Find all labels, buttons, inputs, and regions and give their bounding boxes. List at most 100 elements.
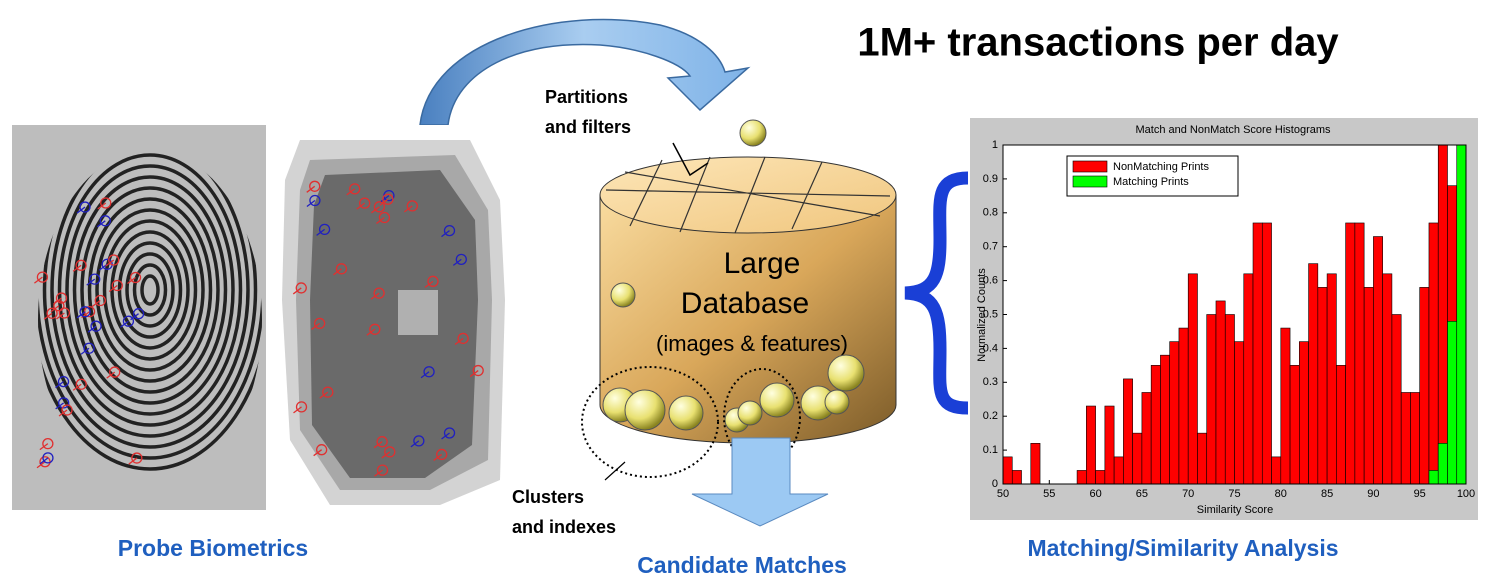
x-tick-label: 75 [1228,488,1240,500]
bar [1272,457,1281,484]
bar [1142,392,1151,484]
bar [1429,223,1438,484]
bar [1225,315,1234,485]
bar [1318,287,1327,484]
bar [1447,321,1456,484]
y-tick-label: 0.9 [983,173,998,185]
x-tick-label: 60 [1089,488,1101,500]
bar [1373,237,1382,484]
record [740,120,766,146]
bar [1253,223,1262,484]
brace [905,178,968,408]
db-label: (images & features) [656,331,848,356]
db-label: Database [681,287,809,320]
bar [1392,315,1401,485]
y-tick-label: 0 [992,478,998,490]
label: Clusters [512,487,584,507]
y-tick-label: 0.8 [983,207,998,219]
caption: Probe Biometrics [118,535,308,561]
bar [1123,379,1132,484]
bar [1457,145,1466,484]
legend-swatch [1073,176,1107,187]
db-label: Large [724,247,801,280]
bar [1096,470,1105,484]
x-tick-label: 70 [1182,488,1194,500]
bar [1003,457,1012,484]
bar [1235,342,1244,484]
bar [1336,365,1345,484]
y-tick-label: 0.7 [983,241,998,253]
label: and filters [545,117,631,137]
record [611,283,635,307]
y-tick-label: 0.6 [983,275,998,287]
x-tick-label: 100 [1457,488,1475,500]
page: {"title": "1M+ transactions per day", "l… [0,0,1489,580]
chart-title: Match and NonMatch Score Histograms [1135,124,1331,136]
caption: Candidate Matches [637,552,847,578]
record [669,396,703,430]
x-tick-label: 95 [1414,488,1426,500]
x-axis-label: Similarity Score [1197,504,1273,516]
bar [1114,457,1123,484]
bar [1429,470,1438,484]
bar [1133,433,1142,484]
y-tick-label: 0.1 [983,444,998,456]
bar [1355,223,1364,484]
y-tick-label: 0.4 [983,342,998,354]
bar [1170,342,1179,484]
bar [1216,301,1225,484]
probe-images [12,111,520,510]
bar [1160,355,1169,484]
y-tick-label: 0.5 [983,308,998,320]
bar [1327,274,1336,484]
record [825,390,849,414]
flow-arrow [420,20,748,125]
bar [1179,328,1188,484]
legend-swatch [1073,161,1107,172]
bar [1438,145,1447,484]
bar [1077,470,1086,484]
bar [1383,274,1392,484]
legend-label: NonMatching Prints [1113,161,1209,173]
bar [1364,287,1373,484]
x-tick-label: 55 [1043,488,1055,500]
label: and indexes [512,517,616,537]
x-tick-label: 80 [1275,488,1287,500]
bar [1086,406,1095,484]
caption: Matching/Similarity Analysis [1027,535,1338,561]
x-tick-label: 65 [1136,488,1148,500]
bar [1290,365,1299,484]
histogram: Match and NonMatch Score Histograms Simi… [970,118,1478,520]
label: Partitions [545,87,628,107]
bar [1197,433,1206,484]
bar [1188,274,1197,484]
bar [1262,223,1271,484]
record [738,401,762,425]
record [828,355,864,391]
headline: 1M+ transactions per day [857,21,1339,65]
bar [1281,328,1290,484]
diagram: 1M+ transactions per day Probe Biometric… [0,0,1489,580]
bar [1031,443,1040,484]
record [760,383,794,417]
bar [1438,443,1447,484]
bar [1012,470,1021,484]
bar [1244,274,1253,484]
bar [1309,264,1318,484]
output-arrow [692,438,828,526]
x-tick-label: 90 [1367,488,1379,500]
bar [1105,406,1114,484]
bar [1207,315,1216,485]
y-tick-label: 0.3 [983,376,998,388]
bar [1346,223,1355,484]
bar [1151,365,1160,484]
y-tick-label: 0.2 [983,410,998,422]
bar [1299,342,1308,484]
y-tick-label: 1 [992,139,998,151]
bar [1420,287,1429,484]
x-tick-label: 50 [997,488,1009,500]
legend-label: Matching Prints [1113,176,1189,188]
x-tick-label: 85 [1321,488,1333,500]
bar [1410,392,1419,484]
bar [1401,392,1410,484]
